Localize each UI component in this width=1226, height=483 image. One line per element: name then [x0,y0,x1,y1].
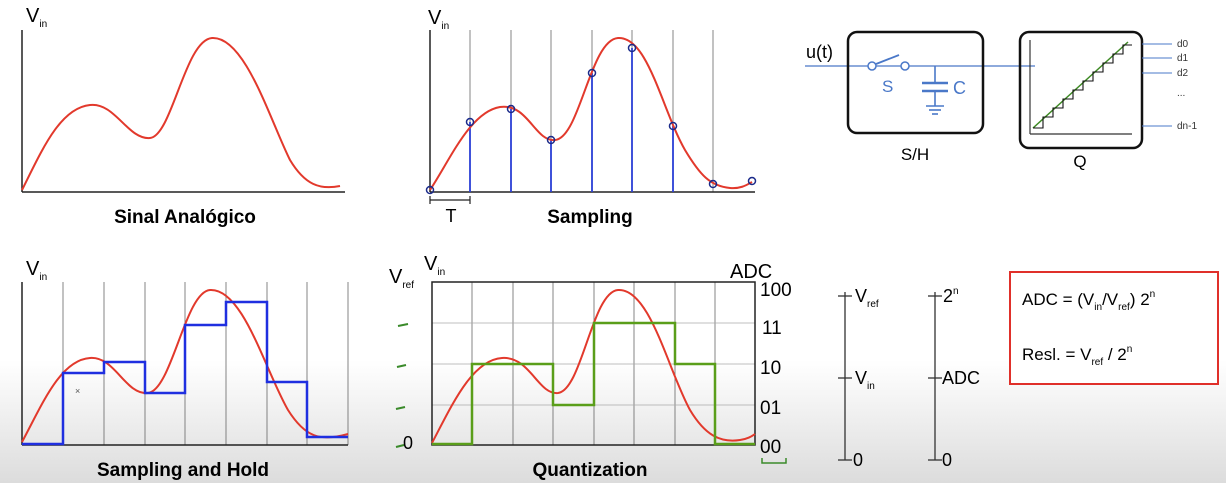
switch-label: S [882,77,893,96]
hold-signal-curve [21,288,349,443]
scale-zero-left: 0 [853,450,863,470]
scale-two-n: 2n [943,286,959,306]
sampling-caption: Sampling [547,207,633,228]
quant-frame [431,281,756,446]
svg-text:d0: d0 [1177,39,1189,50]
sample-lines [469,48,674,192]
sh-box [846,30,985,135]
analog-y-label: Vin [26,5,47,30]
adc-code-labels: 100 11 10 01 00 [760,280,792,458]
svg-text:d2: d2 [1177,68,1189,79]
scale-vin: Vin [855,368,875,392]
quantizer-ramp [1032,41,1129,129]
scale-vref: Vref [855,286,879,310]
sh-label: S/H [901,145,929,164]
quantizer-label: Q [1073,152,1086,171]
sampling-y-label: Vin [428,7,449,32]
quant-caption: Quantization [532,460,647,481]
code-10: 10 [760,358,781,379]
quant-adc-label: ADC [730,261,772,283]
switch-symbol [867,54,910,71]
svg-text:...: ... [1177,88,1185,99]
svg-text:Vref: Vref [389,266,414,291]
quant-vin-label: Vin [424,253,445,278]
hold-panel: Vin × Sampling and Hold [21,258,349,481]
analog-panel: Vin Sinal Analógico [21,5,345,228]
code-01: 01 [760,398,781,419]
hold-marker: × [75,386,80,396]
hold-y-label: Vin [26,258,47,283]
analog-caption: Sinal Analógico [114,207,256,228]
quant-signal-curve [431,288,756,444]
sampling-panel: Vin T Sampling [425,7,757,228]
block-diagram: u(t) S C S/H Q [805,30,1197,171]
scale-adc: ADC [942,368,980,388]
output-labels: d0 d1 d2 ... dn-1 [1177,39,1197,132]
scale-panel: Vref Vin 0 2n ADC 0 [838,286,980,470]
code-11: 11 [762,318,782,339]
svg-text:dn-1: dn-1 [1177,121,1197,132]
quantizer-staircase [1033,44,1132,129]
formula-box: ADC = (Vin/Vref) 2n Resl. = Vref / 2n [1009,271,1219,385]
formula-border [1009,271,1219,385]
period-marker [429,196,471,204]
input-label: u(t) [806,42,833,62]
quant-staircase [432,321,755,446]
hold-staircase [22,300,348,446]
formula-resolution: Resl. = Vref / 2n [1022,344,1132,368]
left-tick-marks [395,323,409,448]
bracket-mark [761,458,787,464]
output-lines [1142,43,1172,127]
capacitor-label: C [953,78,966,98]
vref-label: Vref [389,266,414,291]
code-100: 100 [760,280,792,301]
hold-caption: Sampling and Hold [97,460,269,481]
analog-signal-curve [21,36,341,191]
formula-adc: ADC = (Vin/Vref) 2n [1022,289,1155,313]
svg-text:d1: d1 [1177,53,1189,64]
quant-zero-label: 0 [403,433,413,453]
scale-zero-right: 0 [942,450,952,470]
sampling-signal-curve [429,36,753,191]
capacitor-symbol [922,66,948,115]
svg-text:Vin: Vin [424,253,445,278]
sample-points [425,43,757,195]
quantizer-axes [1029,40,1132,135]
quantizer-box [1018,30,1144,150]
period-label: T [446,206,457,226]
quant-panel: Vref Vin ADC 0 100 11 10 01 00 Quantizat… [389,253,792,481]
code-00: 00 [760,437,781,458]
